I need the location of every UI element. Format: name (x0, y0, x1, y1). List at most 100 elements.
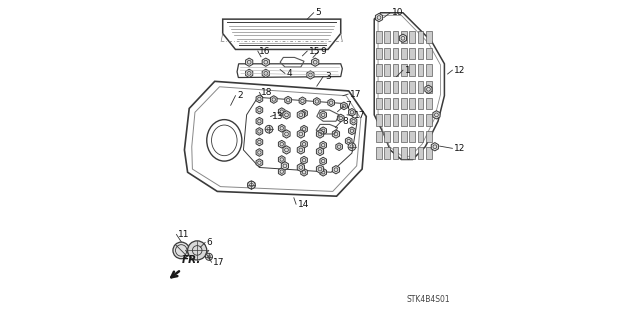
Bar (385, 147, 390, 159)
Bar (393, 131, 399, 142)
Polygon shape (256, 117, 262, 125)
Bar (376, 114, 382, 126)
Bar (376, 31, 382, 43)
Bar (385, 48, 390, 59)
Polygon shape (320, 168, 326, 176)
Polygon shape (262, 69, 269, 78)
Bar (410, 64, 415, 76)
Bar (418, 131, 423, 142)
Bar (401, 48, 407, 59)
Bar (385, 64, 390, 76)
Bar (410, 31, 415, 43)
Bar (410, 114, 415, 126)
Polygon shape (314, 98, 320, 105)
Polygon shape (256, 159, 262, 167)
Polygon shape (278, 124, 285, 132)
Polygon shape (248, 181, 255, 189)
Bar (401, 114, 407, 126)
Polygon shape (301, 168, 307, 176)
Bar (410, 81, 415, 93)
Text: 17: 17 (349, 90, 361, 99)
Text: 7: 7 (346, 101, 351, 110)
Text: 1: 1 (404, 66, 410, 75)
Text: 17: 17 (353, 111, 365, 120)
Polygon shape (425, 85, 432, 93)
Bar (401, 98, 407, 109)
Bar (418, 64, 423, 76)
Polygon shape (282, 162, 289, 170)
Polygon shape (297, 146, 305, 154)
Circle shape (265, 125, 273, 133)
Polygon shape (433, 111, 440, 119)
Bar (401, 64, 407, 76)
Bar (410, 48, 415, 59)
Polygon shape (278, 156, 285, 163)
Polygon shape (301, 156, 307, 164)
Polygon shape (340, 102, 348, 110)
Text: 10: 10 (392, 8, 403, 17)
Bar (418, 114, 423, 126)
Polygon shape (350, 117, 357, 125)
Text: 12: 12 (454, 144, 465, 153)
Polygon shape (376, 13, 383, 22)
Polygon shape (316, 130, 324, 138)
Polygon shape (262, 58, 269, 66)
Bar (393, 81, 399, 93)
Polygon shape (256, 138, 262, 146)
Text: 18: 18 (261, 88, 273, 97)
Bar (426, 31, 431, 43)
Bar (426, 81, 431, 93)
Polygon shape (297, 130, 305, 138)
Bar (376, 81, 382, 93)
Bar (426, 147, 431, 159)
Bar (393, 64, 399, 76)
Circle shape (188, 241, 207, 260)
Bar (385, 31, 390, 43)
Circle shape (248, 181, 255, 189)
Polygon shape (332, 166, 340, 174)
Text: 16: 16 (259, 47, 271, 56)
Bar (393, 98, 399, 109)
Bar (385, 131, 390, 142)
Circle shape (348, 143, 356, 151)
Bar (410, 147, 415, 159)
Text: 13: 13 (272, 112, 284, 121)
Polygon shape (312, 58, 319, 66)
Polygon shape (349, 127, 355, 135)
Bar (401, 31, 407, 43)
Text: 2: 2 (237, 91, 243, 100)
Polygon shape (283, 111, 290, 119)
Polygon shape (299, 97, 306, 105)
Polygon shape (320, 141, 326, 149)
Text: STK4B4S01: STK4B4S01 (406, 295, 451, 304)
Text: 3: 3 (324, 72, 330, 81)
Bar (385, 114, 390, 126)
Polygon shape (256, 149, 262, 156)
Polygon shape (431, 143, 438, 151)
Polygon shape (256, 106, 262, 114)
Text: 9: 9 (320, 47, 326, 56)
Polygon shape (256, 95, 262, 103)
Bar (426, 48, 431, 59)
Bar (376, 64, 382, 76)
Bar (410, 98, 415, 109)
Polygon shape (278, 108, 285, 115)
Polygon shape (349, 108, 355, 116)
Polygon shape (336, 143, 342, 151)
Bar (426, 64, 431, 76)
Bar (385, 81, 390, 93)
Bar (401, 131, 407, 142)
Polygon shape (297, 111, 305, 119)
Bar (393, 114, 399, 126)
Polygon shape (271, 96, 277, 103)
Polygon shape (337, 114, 344, 122)
Polygon shape (278, 168, 285, 175)
Text: 11: 11 (178, 230, 189, 239)
Polygon shape (332, 130, 340, 138)
Bar (418, 147, 423, 159)
Bar (426, 98, 431, 109)
Polygon shape (346, 137, 352, 145)
Polygon shape (320, 111, 326, 119)
Polygon shape (399, 34, 406, 42)
Bar (376, 98, 382, 109)
